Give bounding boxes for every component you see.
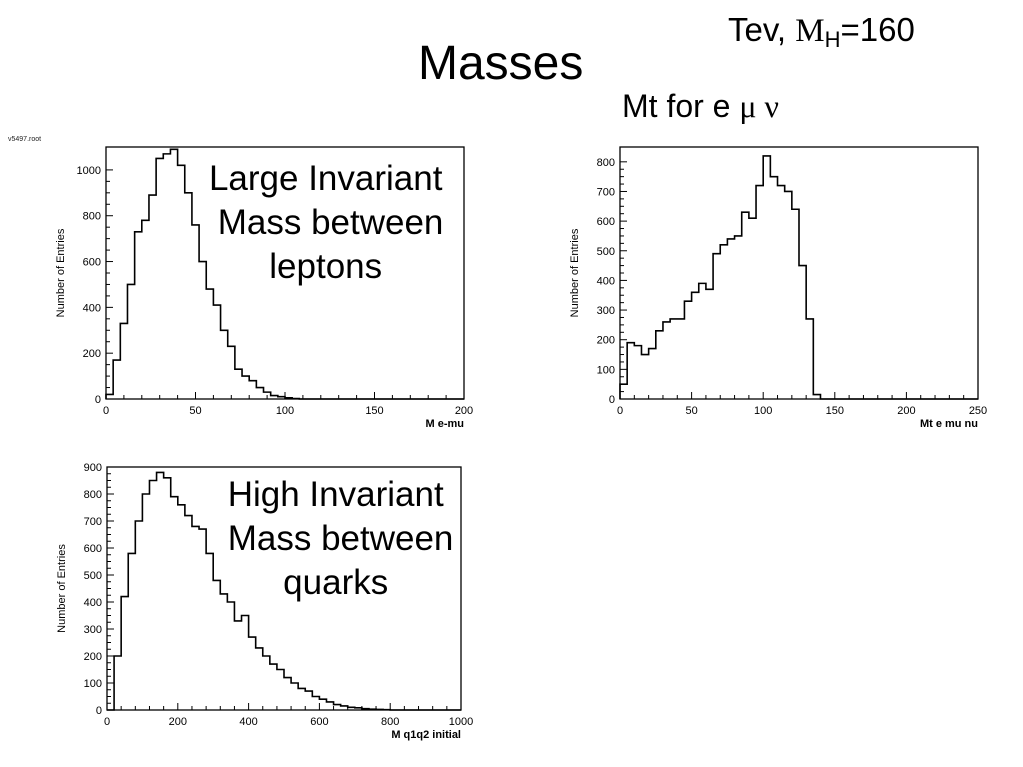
histogram-line bbox=[105, 148, 464, 400]
y-tick-label: 0 bbox=[96, 705, 102, 717]
y-tick-label: 800 bbox=[83, 211, 101, 223]
x-tick-label: 0 bbox=[617, 405, 623, 417]
x-tick-label: 100 bbox=[754, 405, 772, 417]
x-tick-label: 200 bbox=[455, 405, 473, 417]
y-tick-label: 200 bbox=[83, 348, 101, 360]
y-tick-label: 200 bbox=[597, 335, 615, 347]
x-tick-label: 150 bbox=[365, 405, 383, 417]
y-tick-label: 700 bbox=[597, 186, 615, 198]
x-tick-label: 250 bbox=[969, 405, 987, 417]
histogram-emunu: 0 50 100 150 200 250 0 100 200 300 400 500 600 700 800… bbox=[569, 146, 987, 430]
histogram-line bbox=[619, 155, 978, 400]
mt-prefix: Mt for e bbox=[622, 88, 740, 124]
x-tick-label: 600 bbox=[310, 716, 328, 728]
histogram-q1q2: 0 200 400 600 800 1000 0 100 200 300 400 500 600 700 8… bbox=[56, 462, 473, 741]
energy-higgs-mass-label: Tev, MH=160 bbox=[728, 10, 915, 60]
y-axis-label: Number of Entries bbox=[56, 544, 68, 633]
y-tick-label: 0 bbox=[609, 394, 615, 406]
mt-label: Mt for e μ ν bbox=[622, 86, 779, 126]
annotation-quarks: High Invariant Mass between quarks bbox=[227, 475, 454, 602]
y-tick-label: 800 bbox=[84, 489, 102, 501]
y-tick-label: 300 bbox=[597, 305, 615, 317]
x-tick-label: 150 bbox=[826, 405, 844, 417]
y-tick-label: 400 bbox=[84, 597, 102, 609]
y-tick-label: 1000 bbox=[77, 165, 101, 177]
corner-prefix: Tev, bbox=[728, 11, 796, 48]
y-tick-label: 400 bbox=[597, 275, 615, 287]
y-tick-label: 500 bbox=[84, 570, 102, 582]
file-tag: v5497.root bbox=[8, 136, 42, 143]
x-tick-label: 800 bbox=[381, 716, 399, 728]
y-tick-label: 600 bbox=[84, 543, 102, 555]
histogram-emu: 0 50 100 150 200 0 200 400 600 800 1000 M e-mu Numbe… bbox=[55, 146, 473, 430]
y-tick-label: 100 bbox=[84, 678, 102, 690]
y-axis-label: Number of Entries bbox=[569, 228, 581, 317]
y-tick-label: 100 bbox=[597, 364, 615, 376]
x-axis-label: Mt e mu nu bbox=[920, 418, 978, 430]
y-tick-label: 700 bbox=[84, 516, 102, 528]
y-axis-label: Number of Entries bbox=[55, 228, 67, 317]
y-tick-label: 800 bbox=[597, 157, 615, 169]
x-tick-label: 50 bbox=[685, 405, 697, 417]
slide-title: Masses bbox=[418, 37, 584, 90]
x-tick-label: 100 bbox=[276, 405, 294, 417]
x-axis-label: M e-mu bbox=[426, 418, 465, 430]
x-tick-label: 0 bbox=[104, 716, 110, 728]
x-tick-label: 0 bbox=[103, 405, 109, 417]
corner-subscript: H bbox=[824, 27, 841, 52]
annotation-leptons: Large Invariant Mass between leptons bbox=[208, 159, 444, 286]
plot-frame bbox=[619, 146, 979, 400]
y-tick-label: 600 bbox=[83, 257, 101, 269]
x-tick-label: 200 bbox=[169, 716, 187, 728]
x-axis-label: M q1q2 initial bbox=[391, 729, 461, 741]
x-tick-label: 200 bbox=[897, 405, 915, 417]
x-tick-label: 400 bbox=[239, 716, 257, 728]
y-tick-label: 300 bbox=[84, 624, 102, 636]
y-tick-label: 200 bbox=[84, 651, 102, 663]
x-tick-label: 1000 bbox=[449, 716, 473, 728]
corner-suffix: =160 bbox=[840, 11, 915, 48]
y-tick-label: 600 bbox=[597, 216, 615, 228]
y-tick-label: 900 bbox=[84, 462, 102, 474]
y-tick-label: 500 bbox=[597, 246, 615, 258]
y-tick-label: 0 bbox=[95, 394, 101, 406]
x-tick-label: 50 bbox=[189, 405, 201, 417]
y-tick-label: 400 bbox=[83, 302, 101, 314]
corner-symbol: M bbox=[795, 13, 825, 49]
mt-symbols: μ ν bbox=[739, 88, 779, 124]
